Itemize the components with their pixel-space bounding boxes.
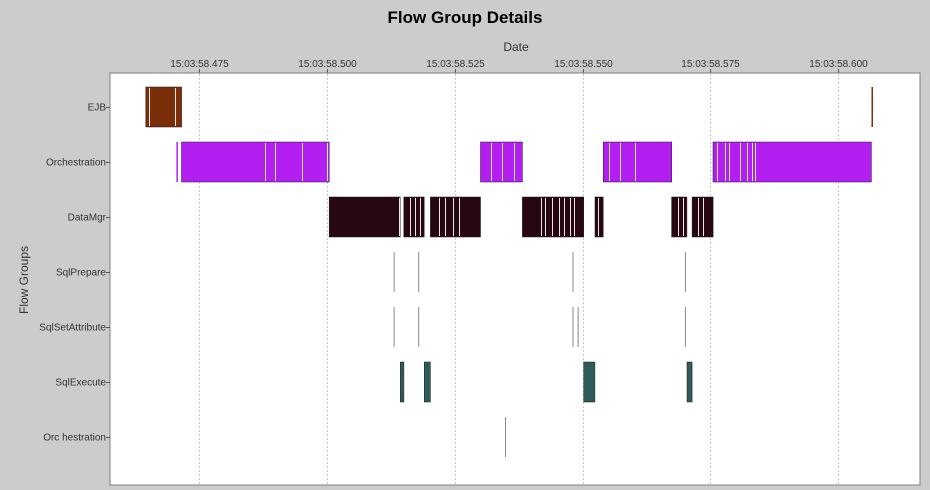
category-label: Orc hestration (43, 433, 106, 444)
flow-bar (505, 417, 506, 457)
flow-bar (403, 196, 425, 238)
x-tick-label: 15:03:58.600 (809, 59, 868, 70)
category-label: DataMgr (68, 213, 107, 224)
x-tick-label: 15:03:58.500 (298, 59, 357, 70)
flow-bar (712, 141, 872, 183)
category-label: SqlSetAttribute (39, 323, 106, 334)
flow-bar (691, 196, 714, 238)
flow-bar (400, 361, 405, 403)
x-tick-label: 15:03:58.550 (554, 59, 613, 70)
chart-title: Flow Group Details (388, 8, 543, 27)
x-axis-label: Date (503, 40, 529, 54)
flow-bar (418, 252, 420, 292)
flow-bar (686, 361, 693, 403)
category-label: SqlExecute (55, 378, 106, 389)
flow-bar (671, 196, 688, 238)
flow-bar (583, 361, 596, 403)
flow-bar (176, 142, 178, 182)
x-tick-layer: 15:03:58.475 15:03:58.500 15:03:58.525 15:0… (170, 59, 868, 73)
category-label: EJB (88, 103, 107, 114)
category-label-layer: EJB Orchestration DataMgr SqlPrepare SqlSetA… (39, 103, 110, 444)
flow-bar (684, 307, 686, 347)
flow-bar (393, 252, 395, 292)
flow-bar (522, 196, 584, 238)
flow-bar (430, 196, 481, 238)
category-label: SqlPrepare (56, 268, 106, 279)
flow-bar (871, 87, 873, 127)
flow-bar (602, 141, 672, 183)
flow-bar (594, 196, 604, 238)
x-tick-label: 15:03:58.575 (681, 59, 740, 70)
flow-bar (328, 196, 401, 238)
flow-bar (684, 252, 686, 292)
flow-bar (572, 307, 574, 347)
x-tick-label: 15:03:58.525 (426, 59, 485, 70)
flow-bar (424, 361, 431, 403)
flow-bar (480, 141, 523, 183)
x-tick-label: 15:03:58.475 (170, 59, 229, 70)
flow-bar (181, 141, 330, 183)
flow-bar (577, 307, 579, 347)
flow-bar (393, 307, 395, 347)
y-axis-label: Flow Groups (17, 246, 31, 314)
plot-area (109, 72, 921, 486)
category-label: Orchestration (46, 158, 106, 169)
flow-bar (572, 252, 574, 292)
flow-bar (418, 307, 420, 347)
bar-layer (145, 86, 873, 457)
flow-bar (145, 86, 182, 128)
